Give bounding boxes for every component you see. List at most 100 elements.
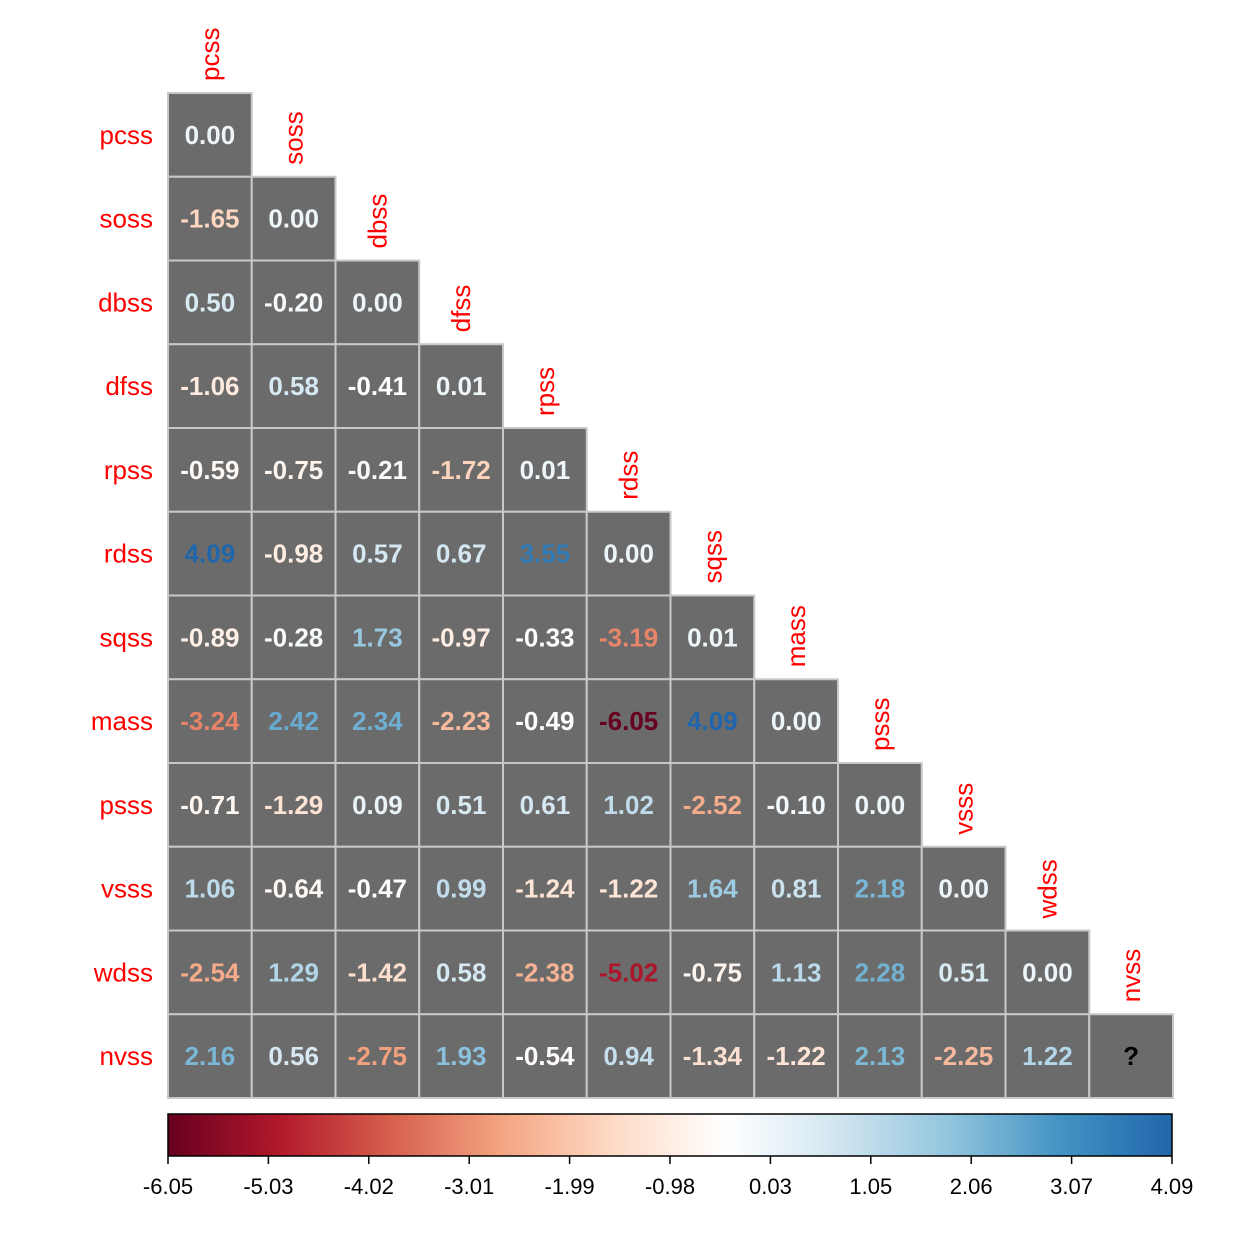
cell-value-dbss-pcss: 0.50	[185, 287, 236, 317]
cell-value-wdss-dbss: -1.42	[348, 957, 407, 987]
cell-value-wdss-rdss: -5.02	[599, 957, 658, 987]
cell-sqss-rdss	[585, 594, 672, 681]
cell-dfss-dfss	[418, 343, 504, 429]
cell-value-sqss-pcss: -0.89	[180, 622, 239, 652]
cell-value-nvss-rdss: 0.94	[603, 1041, 654, 1071]
cell-rdss-rpss	[502, 510, 588, 597]
cell-nvss-nvss	[1088, 1013, 1174, 1099]
cell-nvss-pcss	[167, 1013, 253, 1099]
row-label-mass: mass	[91, 706, 153, 736]
cell-value-vsss-pcss: 1.06	[185, 874, 236, 904]
cell-vsss-dbss	[334, 845, 421, 932]
cell-value-sqss-dfss: -0.97	[431, 622, 490, 652]
row-label-wdss: wdss	[93, 957, 153, 987]
cell-value-mass-pcss: -3.24	[180, 706, 240, 736]
cell-value-vsss-dbss: -0.47	[348, 874, 407, 904]
cell-nvss-soss	[250, 1013, 337, 1099]
cell-value-nvss-dfss: 1.93	[436, 1041, 487, 1071]
cell-value-rpss-dfss: -1.72	[431, 455, 490, 485]
row-label-rpss: rpss	[104, 455, 153, 485]
cell-vsss-vsss	[920, 845, 1007, 932]
cell-nvss-vsss	[920, 1013, 1007, 1099]
column-label-rpss: rpss	[530, 367, 560, 416]
cell-psss-rdss	[585, 762, 672, 848]
cell-value-nvss-vsss: -2.25	[934, 1041, 993, 1071]
colorbar-tick-label: 4.09	[1151, 1174, 1194, 1199]
cell-value-nvss-pcss: 2.16	[185, 1041, 236, 1071]
cell-value-rdss-rdss: 0.00	[603, 539, 654, 569]
cell-value-mass-dfss: -2.23	[431, 706, 490, 736]
colorbar-tick-label: -6.05	[143, 1174, 193, 1199]
cell-nvss-wdss	[1004, 1013, 1091, 1099]
column-label-psss: psss	[865, 698, 895, 751]
cell-value-rpss-soss: -0.75	[264, 455, 323, 485]
cell-mass-pcss	[167, 678, 253, 764]
cell-value-rpss-rpss: 0.01	[520, 455, 571, 485]
cell-vsss-rdss	[585, 845, 672, 932]
cell-mass-dbss	[334, 678, 421, 764]
row-label-vsss: vsss	[101, 874, 153, 904]
cell-value-vsss-vsss: 0.00	[938, 874, 989, 904]
cell-rdss-dbss	[334, 510, 421, 597]
cell-value-psss-mass: -0.10	[766, 790, 825, 820]
row-label-psss: psss	[100, 790, 153, 820]
cell-dbss-dbss	[334, 259, 421, 346]
cell-value-psss-sqss: -2.52	[683, 790, 742, 820]
cell-value-psss-pcss: -0.71	[180, 790, 239, 820]
cell-value-vsss-soss: -0.64	[264, 874, 324, 904]
cell-value-nvss-dbss: -2.75	[348, 1041, 407, 1071]
cell-value-nvss-wdss: 1.22	[1022, 1041, 1073, 1071]
cell-value-wdss-psss: 2.28	[855, 957, 906, 987]
cell-dfss-soss	[250, 343, 337, 429]
cell-nvss-mass	[753, 1013, 839, 1099]
row-label-dbss: dbss	[98, 287, 153, 317]
cell-psss-pcss	[167, 762, 253, 848]
cell-value-mass-soss: 2.42	[268, 706, 319, 736]
column-label-dbss: dbss	[362, 194, 392, 249]
cell-value-vsss-psss: 2.18	[855, 874, 906, 904]
cell-value-sqss-rpss: -0.33	[515, 622, 574, 652]
cell-value-dfss-dbss: -0.41	[348, 371, 407, 401]
cell-value-vsss-dfss: 0.99	[436, 874, 487, 904]
cell-value-psss-soss: -1.29	[264, 790, 323, 820]
cell-value-rdss-dbss: 0.57	[352, 539, 403, 569]
colorbar-tick-label: 0.03	[749, 1174, 792, 1199]
cell-rpss-soss	[250, 427, 337, 513]
cell-value-rpss-dbss: -0.21	[348, 455, 407, 485]
cell-value-sqss-rdss: -3.19	[599, 622, 658, 652]
cell-psss-sqss	[669, 762, 756, 848]
colorbar-tick-label: 2.06	[950, 1174, 993, 1199]
cell-rdss-rdss	[585, 510, 672, 597]
cell-wdss-psss	[837, 929, 923, 1016]
cell-value-rdss-dfss: 0.67	[436, 539, 487, 569]
cell-wdss-dfss	[418, 929, 504, 1016]
cell-nvss-sqss	[669, 1013, 756, 1099]
cell-value-nvss-nvss: ?	[1123, 1041, 1139, 1071]
colorbar-tick-label: -0.98	[645, 1174, 695, 1199]
cell-sqss-soss	[250, 594, 337, 681]
colorbar-tick-label: 1.05	[849, 1174, 892, 1199]
colorbar-gradient	[167, 1113, 1173, 1157]
column-label-wdss: wdss	[1032, 859, 1062, 919]
cell-value-dbss-soss: -0.20	[264, 287, 323, 317]
cell-nvss-dbss	[334, 1013, 421, 1099]
cell-value-vsss-rdss: -1.22	[599, 874, 658, 904]
cell-rdss-pcss	[167, 510, 253, 597]
cell-value-wdss-rpss: -2.38	[515, 957, 574, 987]
cell-wdss-rdss	[585, 929, 672, 1016]
cell-value-mass-sqss: 4.09	[687, 706, 738, 736]
cell-value-dfss-pcss: -1.06	[180, 371, 239, 401]
cell-vsss-rpss	[502, 845, 588, 932]
cell-value-dfss-soss: 0.58	[268, 371, 319, 401]
cell-value-wdss-soss: 1.29	[268, 957, 319, 987]
cell-sqss-pcss	[167, 594, 253, 681]
column-labels: pcss soss dbss dfss rpss rdss sqss mass psss vsss…	[195, 28, 1146, 1003]
cell-value-mass-rpss: -0.49	[515, 706, 574, 736]
cell-vsss-psss	[837, 845, 923, 932]
cell-mass-mass	[753, 678, 839, 764]
cell-value-vsss-sqss: 1.64	[687, 874, 738, 904]
cell-value-mass-mass: 0.00	[771, 706, 822, 736]
cell-value-soss-pcss: -1.65	[180, 204, 239, 234]
cell-value-wdss-dfss: 0.58	[436, 957, 487, 987]
